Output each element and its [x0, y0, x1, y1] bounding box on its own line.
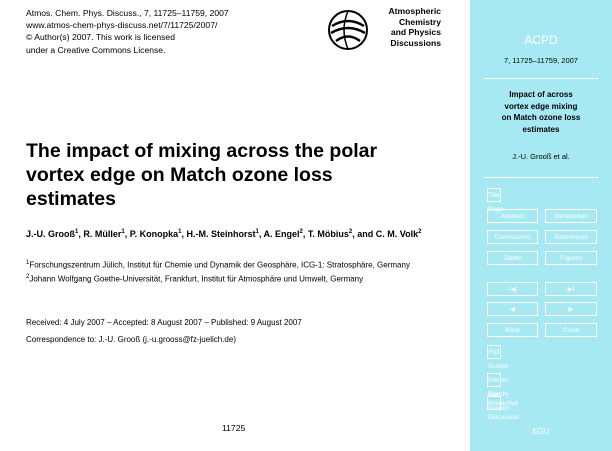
author-mark: 2 — [418, 229, 422, 235]
nav-button[interactable]: Title Page — [487, 188, 503, 213]
affiliations: 1Forschungszentrum Jülich, Institut für … — [26, 258, 436, 285]
nav-button[interactable]: ▶ — [545, 302, 597, 316]
logo-line: Chemistry — [398, 16, 441, 27]
nav-button[interactable]: Back — [487, 323, 538, 337]
correspondence: Correspondence to: J.-U. Grooß (j.-u.gro… — [26, 335, 236, 344]
author-name: P. Konopka — [129, 229, 179, 239]
citation: 7, 11725–11759, 2007 — [504, 56, 578, 65]
nav-button[interactable]: Full Screen / Esc — [487, 345, 509, 398]
affiliation-text: Forschungszentrum Jülich, Institut für C… — [29, 260, 410, 270]
short-title-line: Impact of across — [509, 90, 573, 99]
header-line: www.atmos-chem-phys-discuss.net/7/11725/… — [26, 20, 218, 31]
author: P. Konopka1, — [130, 229, 184, 239]
journal: ACPD — [524, 33, 558, 47]
author-name: H.-M. Steinhorst — [186, 229, 256, 239]
short-title-line: vortex edge mixing — [504, 101, 578, 111]
author-name: R. Müller — [83, 229, 122, 239]
author-name: T. Möbius — [307, 229, 349, 239]
title-line: vortex edge on Match ozone loss — [26, 164, 333, 186]
author-mark: 2 — [299, 229, 303, 235]
author-name: and C. M. Volk — [357, 229, 419, 239]
sidebar: ACPD 7, 11725–11759, 2007 Impact of acro… — [470, 0, 612, 451]
author-name: J.-U. Grooß — [26, 229, 75, 239]
author-sep: , — [258, 229, 262, 239]
logo-line: Atmospheric — [388, 6, 441, 16]
nav-button[interactable]: ▶I — [545, 282, 597, 296]
affiliation: 1Forschungszentrum Jülich, Institut für … — [26, 258, 436, 271]
author-sep: , — [124, 229, 128, 239]
author-name: A. Engel — [263, 229, 300, 239]
nav-button[interactable]: Printer-friendly Version — [487, 373, 510, 412]
title: The impact of mixing across the polar vor… — [26, 139, 456, 211]
nav-button[interactable]: References — [545, 230, 597, 244]
author-sep: , — [78, 229, 81, 239]
logo-text: Atmospheric Chemistry and Physics Discussio… — [352, 6, 441, 48]
header: Atmos. Chem. Phys. Discuss., 7, 11725–11… — [26, 7, 229, 56]
nav-button[interactable]: Introduction — [545, 209, 597, 223]
nav-button[interactable]: Figures — [545, 251, 597, 265]
author-sep: , — [302, 229, 306, 239]
affiliation-mark: 2 — [26, 273, 30, 280]
affiliation: 2Johann Wolfgang Goethe-Universität, Fra… — [26, 272, 436, 285]
author: R. Müller1, — [83, 229, 127, 239]
author: J.-U. Grooß1, — [26, 229, 81, 239]
header-line: Atmos. Chem. Phys. Discuss., 7, 11725–11… — [26, 8, 229, 18]
affiliation-mark: 1 — [26, 260, 30, 266]
title-line: estimates — [26, 188, 116, 210]
nav-button[interactable]: Close — [545, 323, 597, 337]
header-line: © Author(s) 2007. This work is licensed — [26, 32, 175, 43]
sidebar-authors: J.-U. Grooß et al. — [512, 152, 570, 161]
logo-icon — [328, 10, 368, 50]
logo-line: Discussions — [390, 37, 441, 48]
logo-line: and Physics — [390, 27, 441, 38]
nav-button[interactable]: Interactive Discussion — [487, 396, 519, 421]
dates: Received: 4 July 2007 – Accepted: 8 Augu… — [26, 318, 302, 327]
authors: J.-U. Grooß1, R. Müller1, P. Konopka1, H… — [26, 226, 456, 241]
author-mark: 1 — [255, 229, 259, 235]
title-line: The impact of mixing across the polar — [26, 140, 378, 162]
nav-button[interactable]: Conclusions — [487, 230, 538, 244]
short-title-line: on Match ozone loss — [501, 113, 581, 122]
header-line: under a Creative Commons License. — [26, 44, 166, 55]
author: H.-M. Steinhorst1, — [187, 229, 262, 239]
author-mark: 1 — [178, 229, 182, 235]
nav-button[interactable]: I◀ — [487, 282, 538, 296]
author: and C. M. Volk2 — [357, 229, 421, 239]
nav-button[interactable]: Tables — [487, 251, 538, 265]
short-title-line: estimates — [522, 124, 560, 134]
short-title: Impact of across vortex edge mixing on Mat… — [470, 89, 612, 135]
author-mark: 1 — [121, 229, 125, 235]
author: T. Möbius2, — [308, 229, 355, 239]
page-number: 11725 — [222, 423, 246, 433]
footer: EGU — [532, 427, 550, 436]
author: A. Engel2, — [264, 229, 306, 239]
nav-button[interactable]: ◀ — [487, 302, 538, 316]
author-sep: , — [352, 229, 355, 239]
nav-button[interactable]: Abstract — [487, 209, 538, 223]
affiliation-text: Johann Wolfgang Goethe-Universität, Fran… — [29, 274, 364, 284]
author-sep: , — [181, 229, 184, 239]
author-mark: 1 — [75, 229, 79, 235]
author-mark: 2 — [348, 229, 353, 235]
